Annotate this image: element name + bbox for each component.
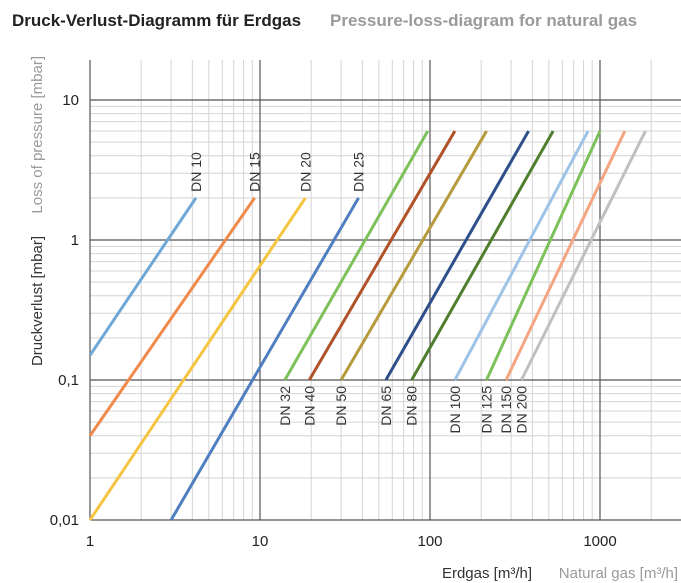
series-line bbox=[485, 130, 602, 381]
x-tick-label: 1000 bbox=[583, 533, 616, 550]
series-label: DN 40 bbox=[301, 386, 317, 426]
series-line bbox=[283, 130, 430, 381]
series-label: DN 80 bbox=[404, 386, 420, 426]
series-line bbox=[308, 130, 457, 381]
series-line bbox=[453, 130, 590, 381]
x-tick-label: 100 bbox=[417, 533, 442, 550]
y-tick-label: 1 bbox=[71, 232, 79, 249]
series-label: DN 32 bbox=[277, 386, 293, 426]
series-label: DN 200 bbox=[513, 386, 529, 434]
series-label: DN 150 bbox=[498, 386, 514, 434]
x-tick-label: 1 bbox=[86, 533, 94, 550]
x-axis-label-en: Natural gas [m³/h] bbox=[559, 565, 678, 582]
series-labels: DN 10 DN 15 DN 20 DN 25 DN 32 DN 40 DN 50 DN 65… bbox=[188, 152, 529, 434]
x-axis-label-de: Erdgas [m³/h] bbox=[442, 565, 532, 582]
series-label: DN 15 bbox=[247, 152, 263, 192]
series-line bbox=[88, 197, 256, 437]
series-line bbox=[169, 197, 360, 521]
series-line bbox=[520, 130, 647, 381]
series-label: DN 20 bbox=[297, 152, 313, 192]
tick-labels: 1 10 100 1000 10 1 0,1 0,01 bbox=[50, 92, 617, 550]
major-gridlines bbox=[89, 60, 681, 521]
minor-gridlines bbox=[90, 60, 681, 520]
series-line bbox=[504, 130, 627, 381]
series-label: DN 10 bbox=[188, 152, 204, 192]
chart-title-en: Pressure-loss-diagram for natural gas bbox=[330, 11, 637, 30]
chart-title-de: Druck-Verlust-Diagramm für Erdgas bbox=[12, 11, 301, 30]
series-label: DN 50 bbox=[333, 386, 349, 426]
series-line bbox=[410, 130, 555, 381]
y-tick-label: 0,01 bbox=[50, 512, 79, 529]
series-line bbox=[339, 130, 488, 381]
series-label: DN 125 bbox=[479, 386, 495, 434]
y-axis-label-de: Druckverlust [mbar] bbox=[29, 236, 46, 366]
series-label: DN 65 bbox=[378, 386, 394, 426]
series-label: DN 100 bbox=[447, 386, 463, 434]
series-lines bbox=[88, 130, 647, 521]
series-line bbox=[88, 197, 198, 357]
series-line bbox=[88, 197, 307, 521]
y-tick-label: 10 bbox=[62, 92, 79, 109]
y-tick-label: 0,1 bbox=[58, 372, 79, 389]
y-axis-label-en: Loss of pressure [mbar] bbox=[29, 56, 46, 214]
x-tick-label: 10 bbox=[252, 533, 269, 550]
series-label: DN 25 bbox=[351, 152, 367, 192]
series-line bbox=[384, 130, 530, 381]
